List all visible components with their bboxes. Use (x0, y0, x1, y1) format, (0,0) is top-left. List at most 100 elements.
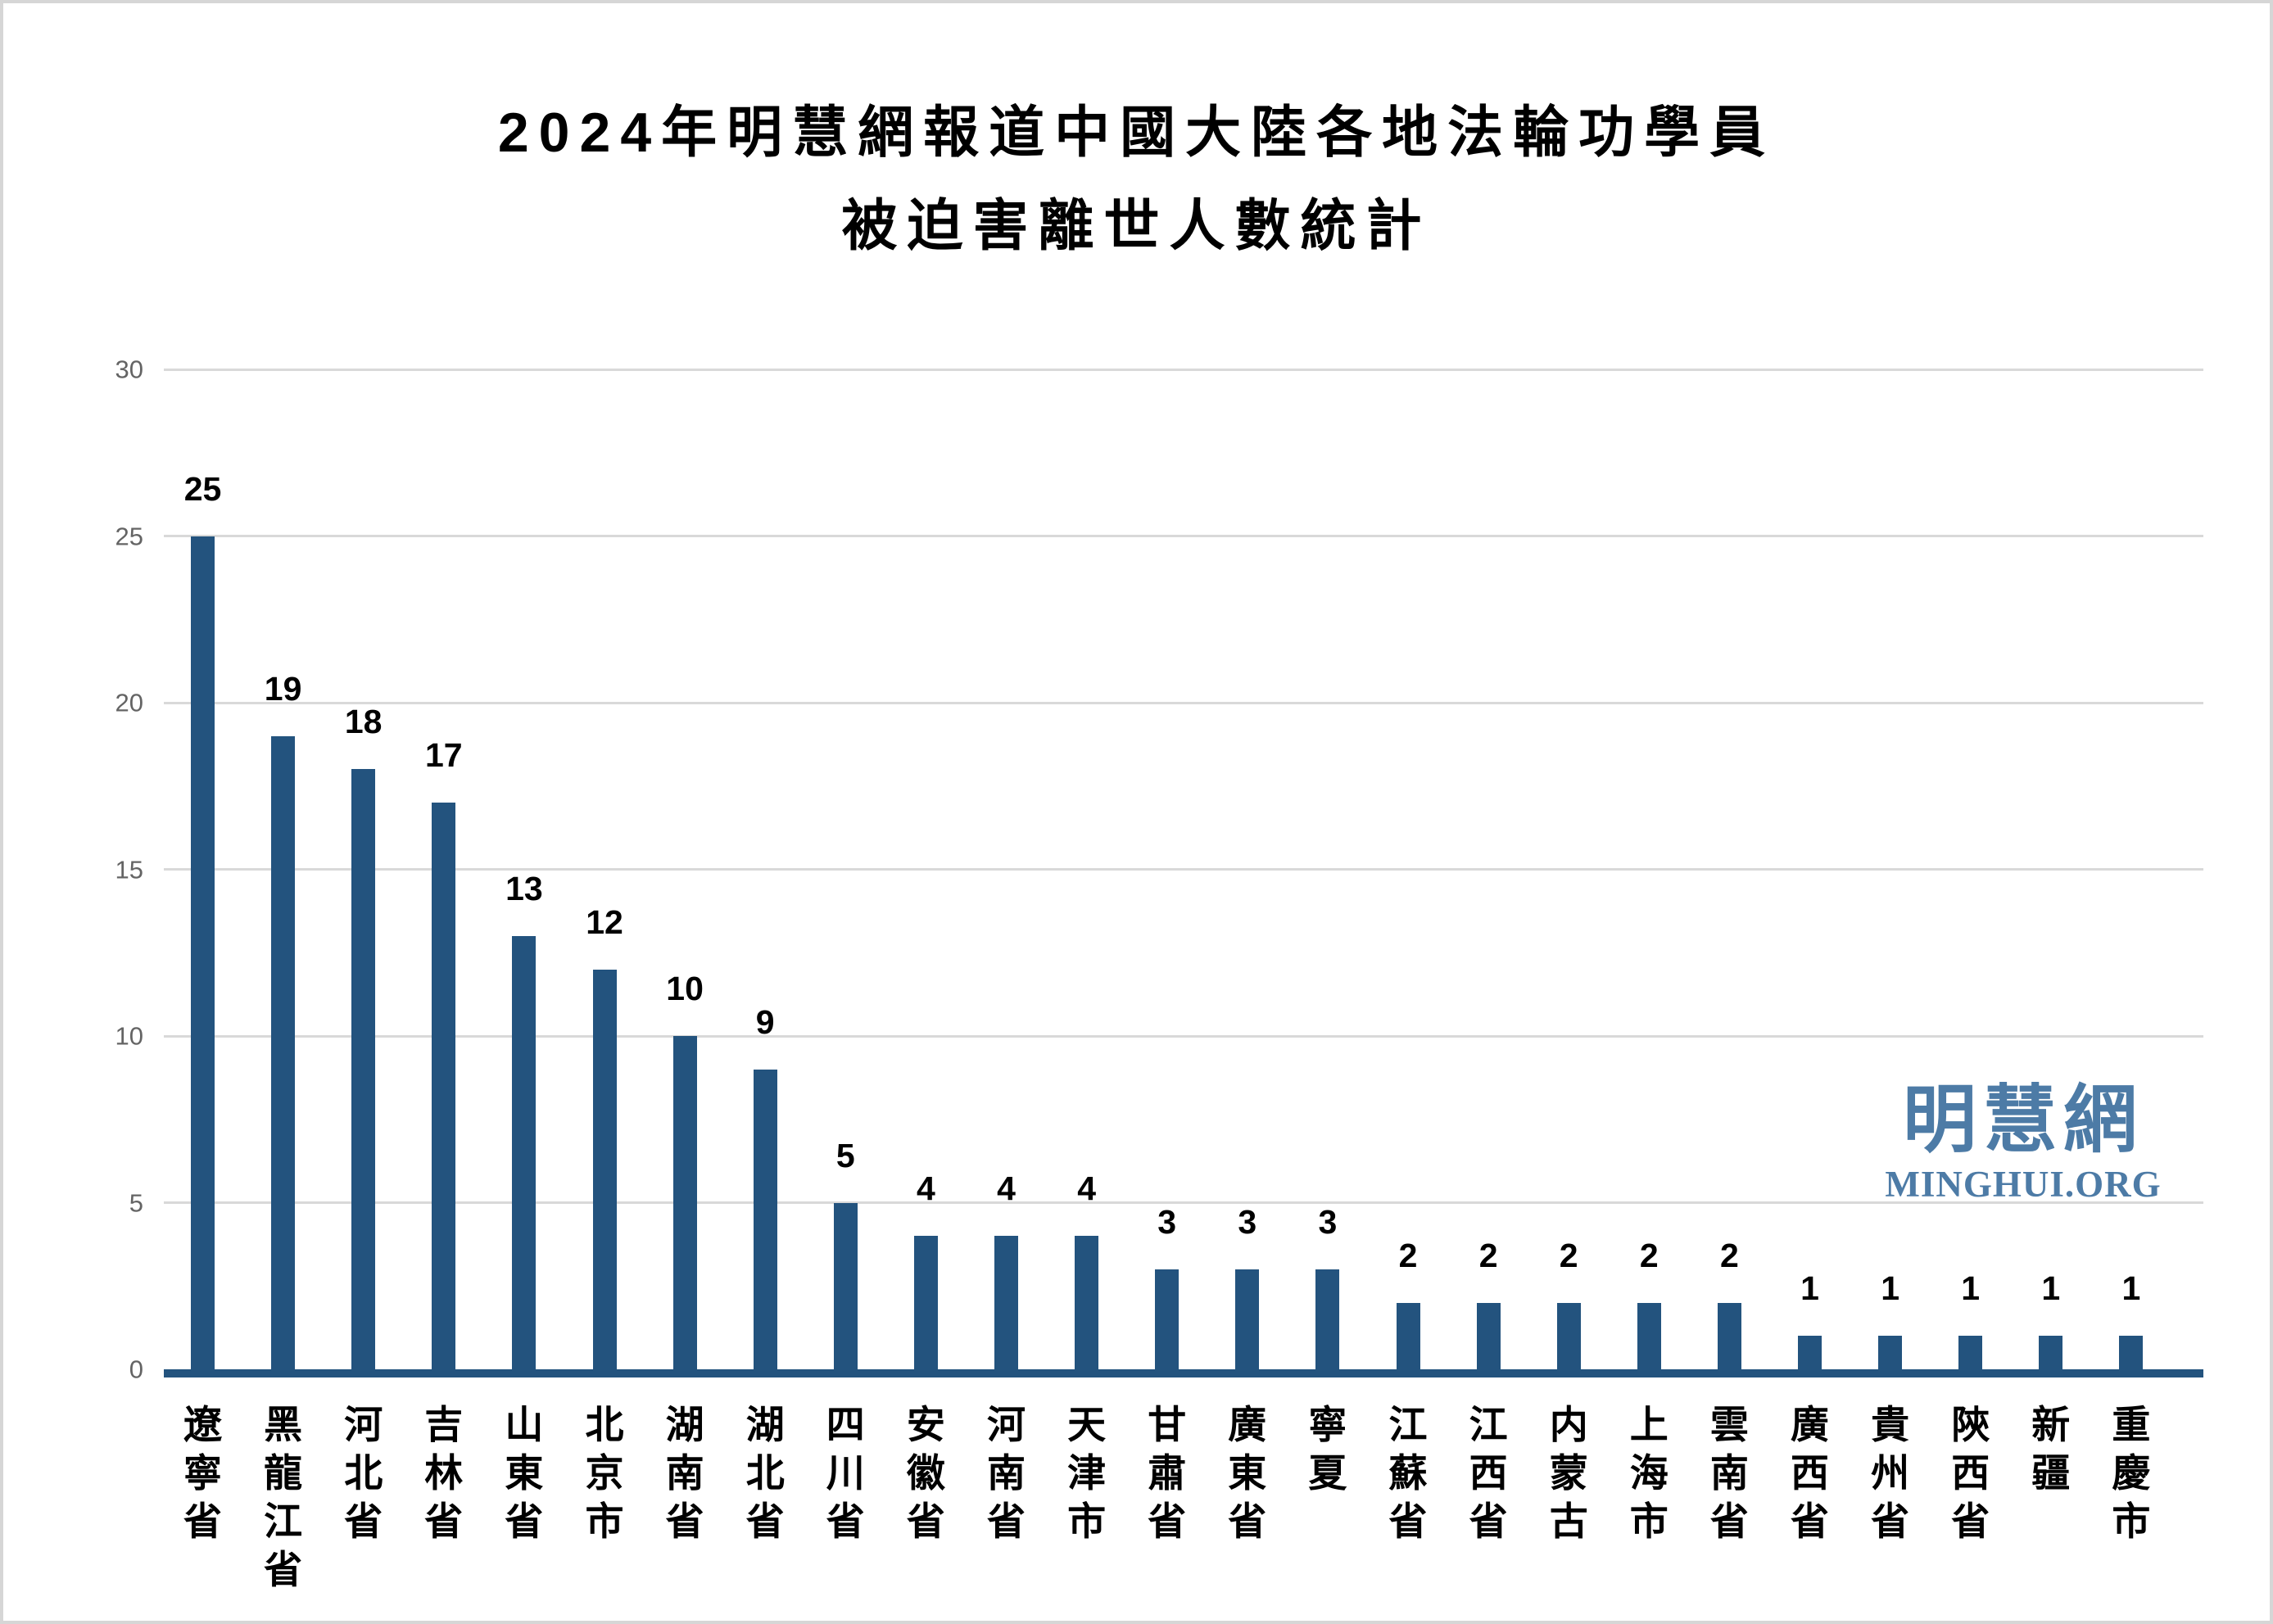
x-axis-label-char: 南 (987, 1451, 1026, 1495)
gridline (164, 535, 2203, 537)
x-axis-label-char: 江 (1469, 1403, 1508, 1446)
bar (512, 935, 537, 1369)
y-tick-label: 30 (115, 355, 143, 384)
x-axis-label-char: 重 (2112, 1403, 2151, 1446)
x-axis-label-char: 市 (1629, 1500, 1669, 1543)
x-axis-label: 安徽省 (899, 1400, 952, 1545)
x-axis-label: 雲南省 (1703, 1400, 1755, 1545)
x-axis-label-char: 四 (826, 1403, 865, 1446)
bar-value-label: 2 (1478, 1236, 1498, 1274)
x-axis-label-char: 西 (1791, 1451, 1829, 1495)
x-axis-label: 江西省 (1462, 1400, 1515, 1545)
bar (1235, 1269, 1260, 1369)
bar-value-label: 1 (2041, 1269, 2061, 1308)
x-axis-label-char: 省 (1388, 1500, 1428, 1543)
x-axis-label-char: 龍 (264, 1451, 303, 1495)
x-axis-line (164, 1369, 2203, 1377)
x-axis-label: 黑龍江省 (257, 1400, 310, 1594)
x-axis-label-char: 市 (585, 1500, 624, 1543)
bar (1878, 1336, 1903, 1369)
x-axis-label: 河北省 (337, 1400, 390, 1545)
y-tick-label: 15 (115, 855, 143, 884)
x-axis-label-char: 省 (505, 1500, 544, 1543)
minghui-watermark: 明慧網 MINGHUI.ORG (1876, 1079, 2171, 1206)
bar (1396, 1302, 1420, 1369)
x-axis-label: 北京市 (578, 1400, 631, 1545)
x-axis-label: 甘肅省 (1141, 1400, 1193, 1545)
bar-value-label: 2 (1398, 1236, 1418, 1274)
chart-title: 2024年明慧網報道中國大陸各地法輪功學員 被迫害離世人數統計 (0, 86, 2273, 273)
bar-value-label: 13 (505, 869, 543, 907)
x-axis-label-char: 東 (505, 1451, 544, 1495)
gridline (164, 368, 2203, 371)
bar-value-label: 17 (424, 736, 463, 775)
x-axis-label-char: 省 (183, 1500, 222, 1543)
bar-value-label: 10 (666, 970, 704, 1007)
bar-value-label: 18 (344, 703, 383, 741)
x-axis-label: 湖北省 (739, 1400, 791, 1545)
bar (271, 735, 296, 1369)
bar-value-label: 2 (1559, 1236, 1578, 1274)
x-axis-label-char: 廣 (1228, 1403, 1267, 1446)
bar-value-label: 1 (2121, 1269, 2141, 1308)
x-axis-label: 廣西省 (1784, 1400, 1836, 1545)
x-axis-label-char: 省 (344, 1500, 383, 1543)
x-axis-label-char: 慶 (2112, 1451, 2151, 1495)
bar-value-label: 3 (1157, 1202, 1177, 1241)
x-axis-label-char: 古 (1549, 1500, 1588, 1543)
x-axis-label-char: 省 (424, 1500, 464, 1543)
x-axis-label-char: 林 (424, 1451, 464, 1495)
bar-value-label: 2 (1639, 1236, 1659, 1274)
minghui-watermark-cjk: 明慧網 (1903, 1079, 2144, 1161)
chart-title-line1: 2024年明慧網報道中國大陸各地法輪功學員 (497, 102, 1776, 164)
x-axis-label-char: 省 (1228, 1500, 1267, 1543)
x-axis-label-char: 省 (1469, 1500, 1508, 1543)
x-axis-label-char: 疆 (2031, 1451, 2071, 1495)
x-axis-label-char: 上 (1629, 1403, 1669, 1446)
x-axis-label: 遼寧省 (177, 1400, 229, 1545)
x-axis-label-char: 蒙 (1549, 1451, 1588, 1495)
x-axis-label-char: 省 (826, 1500, 865, 1543)
x-axis-label-char: 省 (1871, 1500, 1910, 1543)
x-axis-label-char: 山 (505, 1403, 544, 1446)
bar-value-label: 25 (183, 469, 222, 508)
x-axis-label-char: 陝 (1951, 1403, 1990, 1446)
gridline (164, 701, 2203, 704)
bar (592, 969, 617, 1369)
x-axis-label-char: 遼 (183, 1403, 222, 1446)
x-axis-label-char: 市 (1067, 1500, 1107, 1543)
x-axis-label-char: 北 (585, 1403, 624, 1446)
x-axis-label-char: 甘 (1148, 1403, 1187, 1446)
bar (432, 803, 456, 1369)
x-axis-label-char: 州 (1871, 1451, 1910, 1495)
bar (1717, 1302, 1741, 1369)
bar (994, 1236, 1018, 1369)
x-axis-label-char: 河 (344, 1403, 383, 1446)
x-axis-label-char: 安 (906, 1403, 945, 1446)
x-axis-label: 四川省 (819, 1400, 872, 1545)
bar (2119, 1336, 2144, 1369)
x-axis-label-char: 蘇 (1388, 1451, 1428, 1495)
bar-value-label: 4 (916, 1169, 935, 1208)
x-axis-label-char: 京 (585, 1451, 624, 1495)
bar (1315, 1269, 1340, 1369)
x-axis-label-char: 吉 (424, 1403, 464, 1446)
x-axis-label-char: 夏 (1308, 1451, 1347, 1495)
gridline (164, 1201, 2203, 1204)
x-axis-label-char: 廣 (1791, 1403, 1829, 1446)
bar (1556, 1302, 1581, 1369)
x-axis-label-char: 肅 (1148, 1451, 1187, 1495)
bar-value-label: 5 (835, 1136, 855, 1174)
bar (1476, 1302, 1501, 1369)
bar-value-label: 3 (1318, 1202, 1338, 1241)
x-axis-label-char: 省 (1709, 1500, 1749, 1543)
x-axis-label: 山東省 (498, 1400, 550, 1545)
bar-value-label: 3 (1238, 1202, 1257, 1241)
x-axis-label-char: 北 (745, 1451, 785, 1495)
bar (672, 1036, 697, 1369)
x-axis-label: 寧夏 (1302, 1400, 1354, 1497)
bar (1075, 1236, 1099, 1369)
x-axis-label: 陝西省 (1945, 1400, 1997, 1545)
